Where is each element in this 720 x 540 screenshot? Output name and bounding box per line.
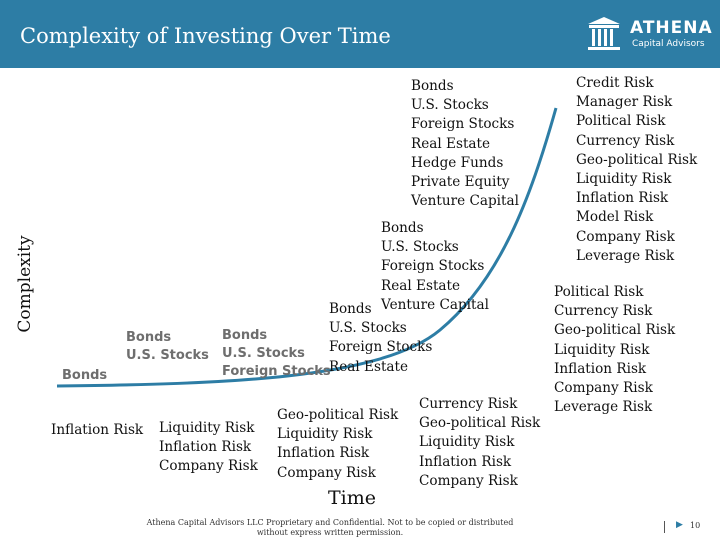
risk-item: Geo-political Risk (277, 407, 399, 423)
risk-item: Inflation Risk (576, 190, 669, 207)
risk-item: Inflation Risk (419, 453, 512, 470)
risk-item: Geo-political Risk (576, 151, 698, 168)
asset-item: Bonds (411, 78, 454, 94)
risk-item: Company Risk (159, 458, 258, 475)
asset-stage-6: Bonds U.S. Stocks Foreign Stocks Real Es… (411, 77, 519, 211)
x-axis-label: Time (328, 487, 377, 509)
footer-divider (664, 521, 665, 533)
risk-item: Liquidity Risk (419, 434, 515, 451)
risk-stage-6: Credit Risk Manager Risk Political Risk … (576, 74, 697, 266)
risk-stage-3: Geo-political Risk Liquidity Risk Inflat… (277, 406, 398, 483)
asset-item: Foreign Stocks (381, 258, 485, 275)
risk-item: Liquidity Risk (554, 341, 650, 358)
risk-item: Company Risk (576, 228, 675, 245)
asset-item: Bonds (329, 301, 372, 317)
asset-item: U.S. Stocks (329, 320, 407, 337)
asset-item: Hedge Funds (411, 154, 504, 171)
asset-item: Bonds (62, 368, 108, 383)
asset-stage-1: Bonds (62, 367, 107, 385)
y-axis-label: Complexity (15, 235, 35, 333)
risk-item: Currency Risk (576, 132, 675, 149)
growth-curve-line (56, 107, 558, 388)
asset-item: Private Equity (411, 173, 510, 190)
risk-item: Leverage Risk (576, 247, 675, 264)
title-bar: Complexity of Investing Over Time ATHENA… (0, 0, 720, 68)
athena-logo: ATHENA Capital Advisors (580, 14, 713, 58)
asset-item: Bonds (381, 220, 424, 236)
disclaimer-text: Athena Capital Advisors LLC Proprietary … (146, 518, 514, 537)
asset-item: U.S. Stocks (126, 348, 209, 363)
asset-stage-5: Bonds U.S. Stocks Foreign Stocks Real Es… (381, 219, 489, 315)
asset-item: Foreign Stocks (222, 364, 331, 379)
asset-item: Bonds (222, 328, 268, 343)
asset-item: Venture Capital (411, 193, 519, 210)
slide-title: Complexity of Investing Over Time (20, 24, 391, 48)
risk-item: Credit Risk (576, 75, 654, 91)
asset-stage-4: Bonds U.S. Stocks Foreign Stocks Real Es… (329, 300, 432, 377)
risk-item: Geo-political Risk (419, 415, 541, 432)
column-icon (588, 17, 620, 50)
risk-item: Inflation Risk (554, 360, 647, 377)
asset-item: Real Estate (411, 135, 491, 152)
asset-stage-2: Bonds U.S. Stocks (126, 329, 209, 365)
risk-item: Liquidity Risk (576, 170, 672, 187)
asset-item: Bonds (126, 330, 172, 345)
asset-item: Real Estate (381, 277, 461, 294)
risk-item: Liquidity Risk (277, 426, 373, 443)
risk-stage-1: Inflation Risk (51, 421, 143, 440)
risk-item: Geo-political Risk (554, 322, 676, 339)
asset-item: Foreign Stocks (329, 339, 433, 356)
asset-item: Venture Capital (381, 296, 489, 313)
risk-stage-4: Currency Risk Geo-political Risk Liquidi… (419, 395, 540, 491)
risk-item: Manager Risk (576, 94, 673, 111)
risk-stage-2: Liquidity Risk Inflation Risk Company Ri… (159, 419, 258, 477)
asset-stage-3: Bonds U.S. Stocks Foreign Stocks (222, 327, 331, 381)
risk-item: Leverage Risk (554, 399, 653, 416)
play-arrow-icon: ▶ (676, 520, 683, 530)
asset-item: U.S. Stocks (222, 346, 305, 361)
risk-item: Company Risk (277, 464, 376, 481)
risk-item: Model Risk (576, 209, 654, 226)
risk-item: Political Risk (576, 113, 666, 130)
logo-subtitle: Capital Advisors (632, 39, 705, 49)
asset-item: Foreign Stocks (411, 116, 515, 133)
risk-item: Company Risk (554, 379, 653, 396)
risk-stage-5: Political Risk Currency Risk Geo-politic… (554, 283, 675, 417)
risk-item: Company Risk (419, 472, 518, 489)
risk-item: Liquidity Risk (159, 420, 255, 436)
risk-item: Inflation Risk (51, 422, 144, 438)
risk-item: Political Risk (554, 284, 644, 300)
asset-item: U.S. Stocks (411, 97, 489, 114)
risk-item: Currency Risk (419, 396, 518, 412)
asset-item: Real Estate (329, 358, 409, 375)
page-number: 10 (690, 521, 701, 530)
risk-item: Inflation Risk (159, 439, 252, 456)
risk-item: Currency Risk (554, 303, 653, 320)
logo-name: ATHENA (630, 18, 713, 38)
risk-item: Inflation Risk (277, 445, 370, 462)
asset-item: U.S. Stocks (381, 239, 459, 256)
